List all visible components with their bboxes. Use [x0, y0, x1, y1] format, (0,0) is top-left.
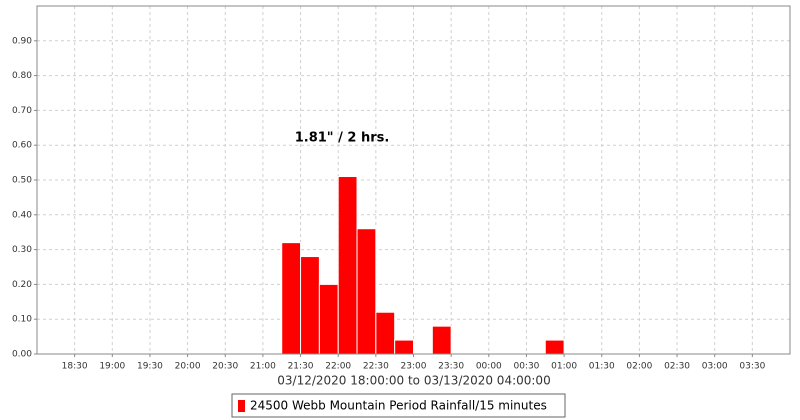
x-tick-label: 03:00	[702, 362, 728, 372]
y-tick-label: 0.10	[12, 315, 32, 325]
y-tick-label: 0.80	[12, 71, 32, 81]
y-tick-label: 0.60	[12, 141, 32, 151]
x-tick-label: 02:30	[664, 362, 690, 372]
y-tick-label: 0.40	[12, 210, 32, 220]
bar	[318, 283, 339, 355]
plot-frame	[36, 5, 791, 355]
x-tick-label: 22:30	[363, 362, 389, 372]
y-tick-label: 0.90	[12, 36, 32, 46]
legend-swatch	[238, 400, 245, 412]
x-tick-label: 00:30	[513, 362, 539, 372]
x-tick-label: 21:30	[288, 362, 314, 372]
grid-layer: 0.00 0.10 0.20 0.30 0.40 0.50 0.60 0.70 0.80 0.90…	[12, 6, 790, 372]
bar	[431, 325, 452, 355]
bar	[544, 339, 565, 355]
legend-label: 24500 Webb Mountain Period Rainfall/15 m…	[250, 399, 547, 413]
bar	[356, 228, 377, 355]
y-tick-label: 0.70	[12, 106, 32, 116]
bar-layer	[281, 176, 565, 355]
bar	[337, 176, 358, 355]
y-tick-label: 0.20	[12, 280, 32, 290]
x-tick-label: 20:00	[175, 362, 201, 372]
x-tick-label: 21:00	[250, 362, 276, 372]
legend-box	[231, 393, 566, 418]
bar	[394, 339, 414, 355]
x-axis-label: 03/12/2020 18:00:00 to 03/13/2020 04:00:…	[277, 374, 550, 388]
x-tick-label: 20:30	[212, 362, 238, 372]
y-tick-label: 0.50	[12, 176, 32, 186]
x-tick-label: 03:30	[739, 362, 765, 372]
annotation: 1.81" / 2 hrs.	[295, 131, 390, 146]
x-tick-label: 19:00	[99, 362, 125, 372]
x-tick-label: 01:00	[551, 362, 577, 372]
y-tick-label: 0.00	[12, 350, 32, 360]
x-tick-label: 01:30	[589, 362, 615, 372]
x-tick-label: 02:00	[626, 362, 652, 372]
bar	[281, 242, 302, 355]
x-tick-label: 23:00	[401, 362, 427, 372]
x-tick-label: 23:30	[438, 362, 464, 372]
bar	[375, 311, 396, 355]
x-tick-label: 00:00	[476, 362, 502, 372]
x-tick-label: 19:30	[137, 362, 163, 372]
x-tick-label: 22:00	[325, 362, 351, 372]
bar	[300, 256, 320, 355]
y-tick-label: 0.30	[12, 245, 32, 255]
x-tick-label: 18:30	[62, 362, 88, 372]
